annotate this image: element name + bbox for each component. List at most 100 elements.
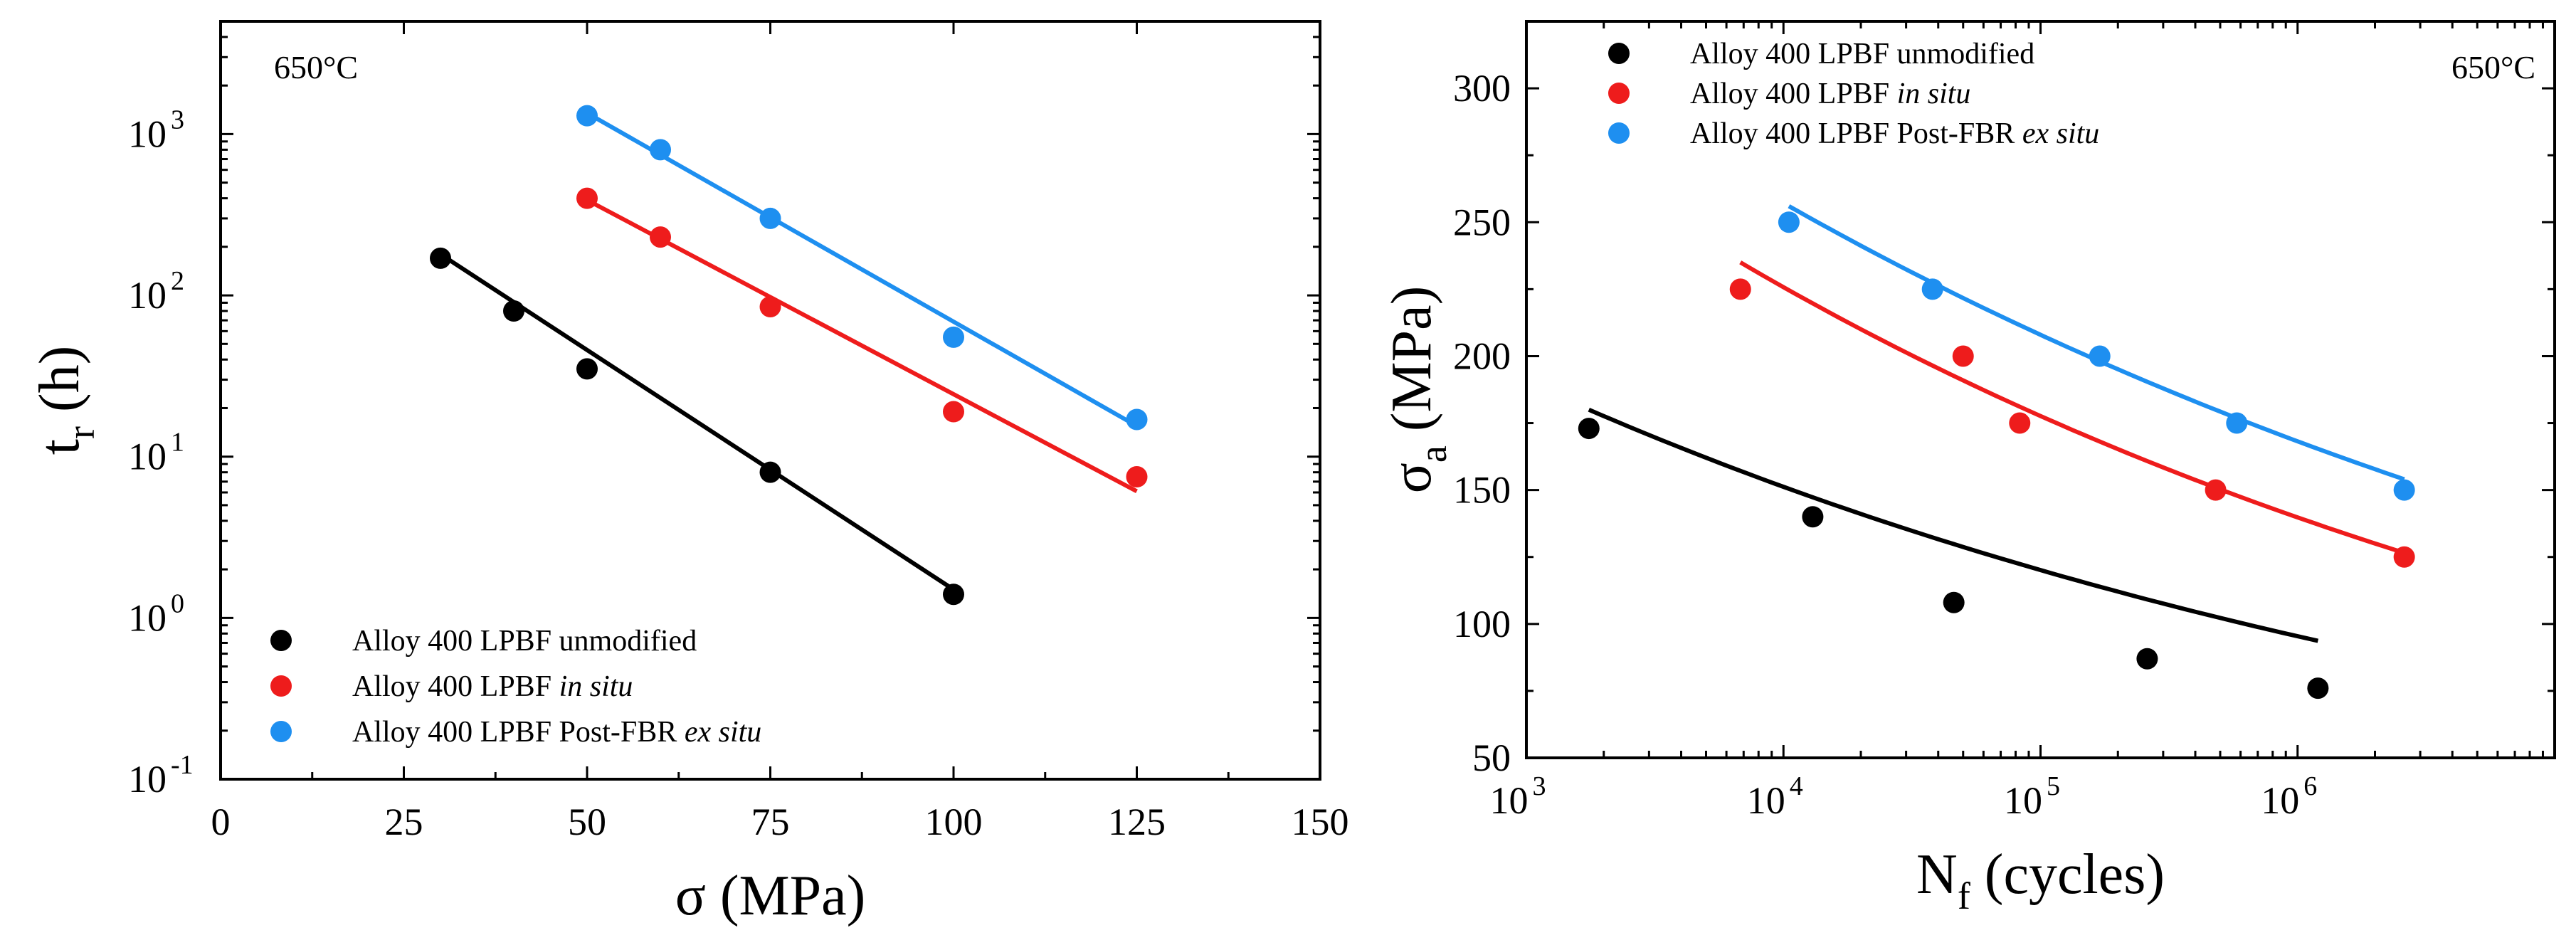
y-tick-label: 10 2: [128, 266, 184, 317]
x-axis-title-main: σ (MPa): [675, 865, 866, 927]
legend-label: Alloy 400 LPBF in situ: [352, 670, 633, 703]
x-tick-base: 10: [2004, 779, 2042, 822]
y-tick-label: 10 1: [128, 428, 184, 478]
legend-marker: [1608, 43, 1630, 64]
data-point: [430, 247, 451, 269]
legend-label-part: Alloy 400 LPBF Post-FBR: [352, 716, 685, 749]
y-axis-title-sub: a: [1412, 445, 1455, 463]
legend-marker: [270, 675, 292, 697]
x-axis-title-sub: f: [1958, 875, 1970, 917]
legend-marker: [1608, 83, 1630, 104]
data-point: [2393, 546, 2415, 568]
data-point: [759, 296, 781, 318]
data-point: [650, 139, 671, 161]
y-tick-base: 10: [128, 596, 167, 639]
y-tick-label: 150: [1453, 469, 1511, 512]
fit-line: [586, 198, 1138, 494]
data-point: [2307, 677, 2329, 699]
legend-label: Alloy 400 LPBF Post-FBR ex situ: [1690, 117, 2099, 150]
x-axis-title: Nf (cycles): [1916, 843, 2165, 917]
y-tick-exp: 1: [171, 428, 184, 458]
x-tick-base: 10: [1747, 779, 1785, 822]
data-point: [943, 584, 964, 606]
x-tick-label: 10 6: [2261, 771, 2317, 822]
data-point: [576, 105, 598, 127]
fit-line: [586, 111, 1138, 428]
fit-curve: [1739, 260, 2405, 555]
series-2: [576, 105, 1148, 431]
x-tick-exp: 4: [1790, 771, 1803, 801]
x-tick-label: 125: [1108, 801, 1166, 843]
series-1: [576, 187, 1148, 494]
x-tick-label: 0: [211, 801, 231, 843]
legend: Alloy 400 LPBF unmodified Alloy 400 LPBF …: [270, 625, 761, 749]
y-tick-base: 10: [128, 112, 167, 155]
y-tick-exp: 2: [171, 266, 184, 296]
data-point: [2226, 412, 2248, 434]
y-tick-label: 10 -1: [128, 750, 194, 801]
y-axis-title-sub: r: [60, 426, 102, 439]
legend-label: Alloy 400 LPBF unmodified: [352, 625, 697, 658]
y-tick-exp: 3: [171, 105, 184, 134]
temperature-label: 650°C: [2451, 49, 2535, 85]
legend-marker: [270, 630, 292, 651]
x-tick-base: 10: [2261, 779, 2299, 822]
y-axis-title-main: σ: [1381, 463, 1443, 493]
x-axis-title-main: N: [1916, 843, 1958, 906]
series-1: [1729, 260, 2415, 568]
data-point: [576, 358, 598, 380]
data-point: [1952, 345, 1974, 367]
x-tick-exp: 3: [1533, 771, 1546, 801]
x-tick-label: 10 3: [1490, 771, 1546, 822]
y-axis-title: tr (h): [28, 346, 102, 455]
data-point: [2205, 479, 2227, 501]
legend-label-part: in situ: [559, 670, 633, 703]
data-point: [1921, 278, 1943, 300]
y-tick-exp: -1: [171, 750, 194, 780]
legend: Alloy 400 LPBF unmodified Alloy 400 LPBF …: [1608, 38, 2099, 150]
data-point: [1943, 591, 1965, 613]
y-tick-label: 200: [1453, 334, 1511, 377]
data-point: [576, 187, 598, 209]
legend-label-part: ex situ: [685, 716, 761, 749]
y-axis-title-main: t: [28, 439, 91, 455]
y-tick-label: 10 3: [128, 105, 184, 155]
legend-label: Alloy 400 LPBF Post-FBR ex situ: [352, 716, 761, 749]
y-tick-base: 10: [128, 758, 167, 801]
y-tick-label: 250: [1453, 201, 1511, 243]
legend-label: Alloy 400 LPBF unmodified: [1690, 38, 2034, 70]
legend-label-part: Alloy 400 LPBF unmodified: [352, 625, 697, 658]
data-point: [1729, 278, 1751, 300]
x-tick-label: 10 4: [1747, 771, 1803, 822]
x-tick-base: 10: [1490, 779, 1529, 822]
x-tick-label: 25: [385, 801, 423, 843]
x-tick-label: 100: [925, 801, 983, 843]
data-point: [2393, 479, 2415, 501]
legend-marker: [1608, 122, 1630, 144]
fit-line: [439, 252, 955, 591]
x-tick-exp: 5: [2047, 771, 2060, 801]
x-axis-title: σ (MPa): [675, 865, 866, 927]
legend-label-part: Alloy 400 LPBF Post-FBR: [1690, 117, 2022, 150]
data-point: [2136, 648, 2158, 670]
legend-label-part: Alloy 400 LPBF: [1690, 78, 1897, 110]
x-tick-label: 10 5: [2004, 771, 2060, 822]
data-point: [943, 326, 964, 348]
y-axis-title: σa (MPa): [1381, 286, 1455, 494]
legend-label-part: Alloy 400 LPBF unmodified: [1690, 38, 2034, 70]
y-tick-label: 50: [1472, 737, 1511, 779]
series-2: [1778, 204, 2415, 501]
y-tick-base: 10: [128, 274, 167, 317]
legend-label-part: ex situ: [2022, 117, 2099, 150]
temperature-label: 650°C: [274, 49, 358, 85]
legend-marker: [270, 721, 292, 742]
y-tick-label: 100: [1453, 603, 1511, 645]
data-point: [759, 207, 781, 229]
data-point: [1126, 408, 1148, 431]
data-point: [759, 461, 781, 483]
data-point: [2009, 412, 2031, 434]
